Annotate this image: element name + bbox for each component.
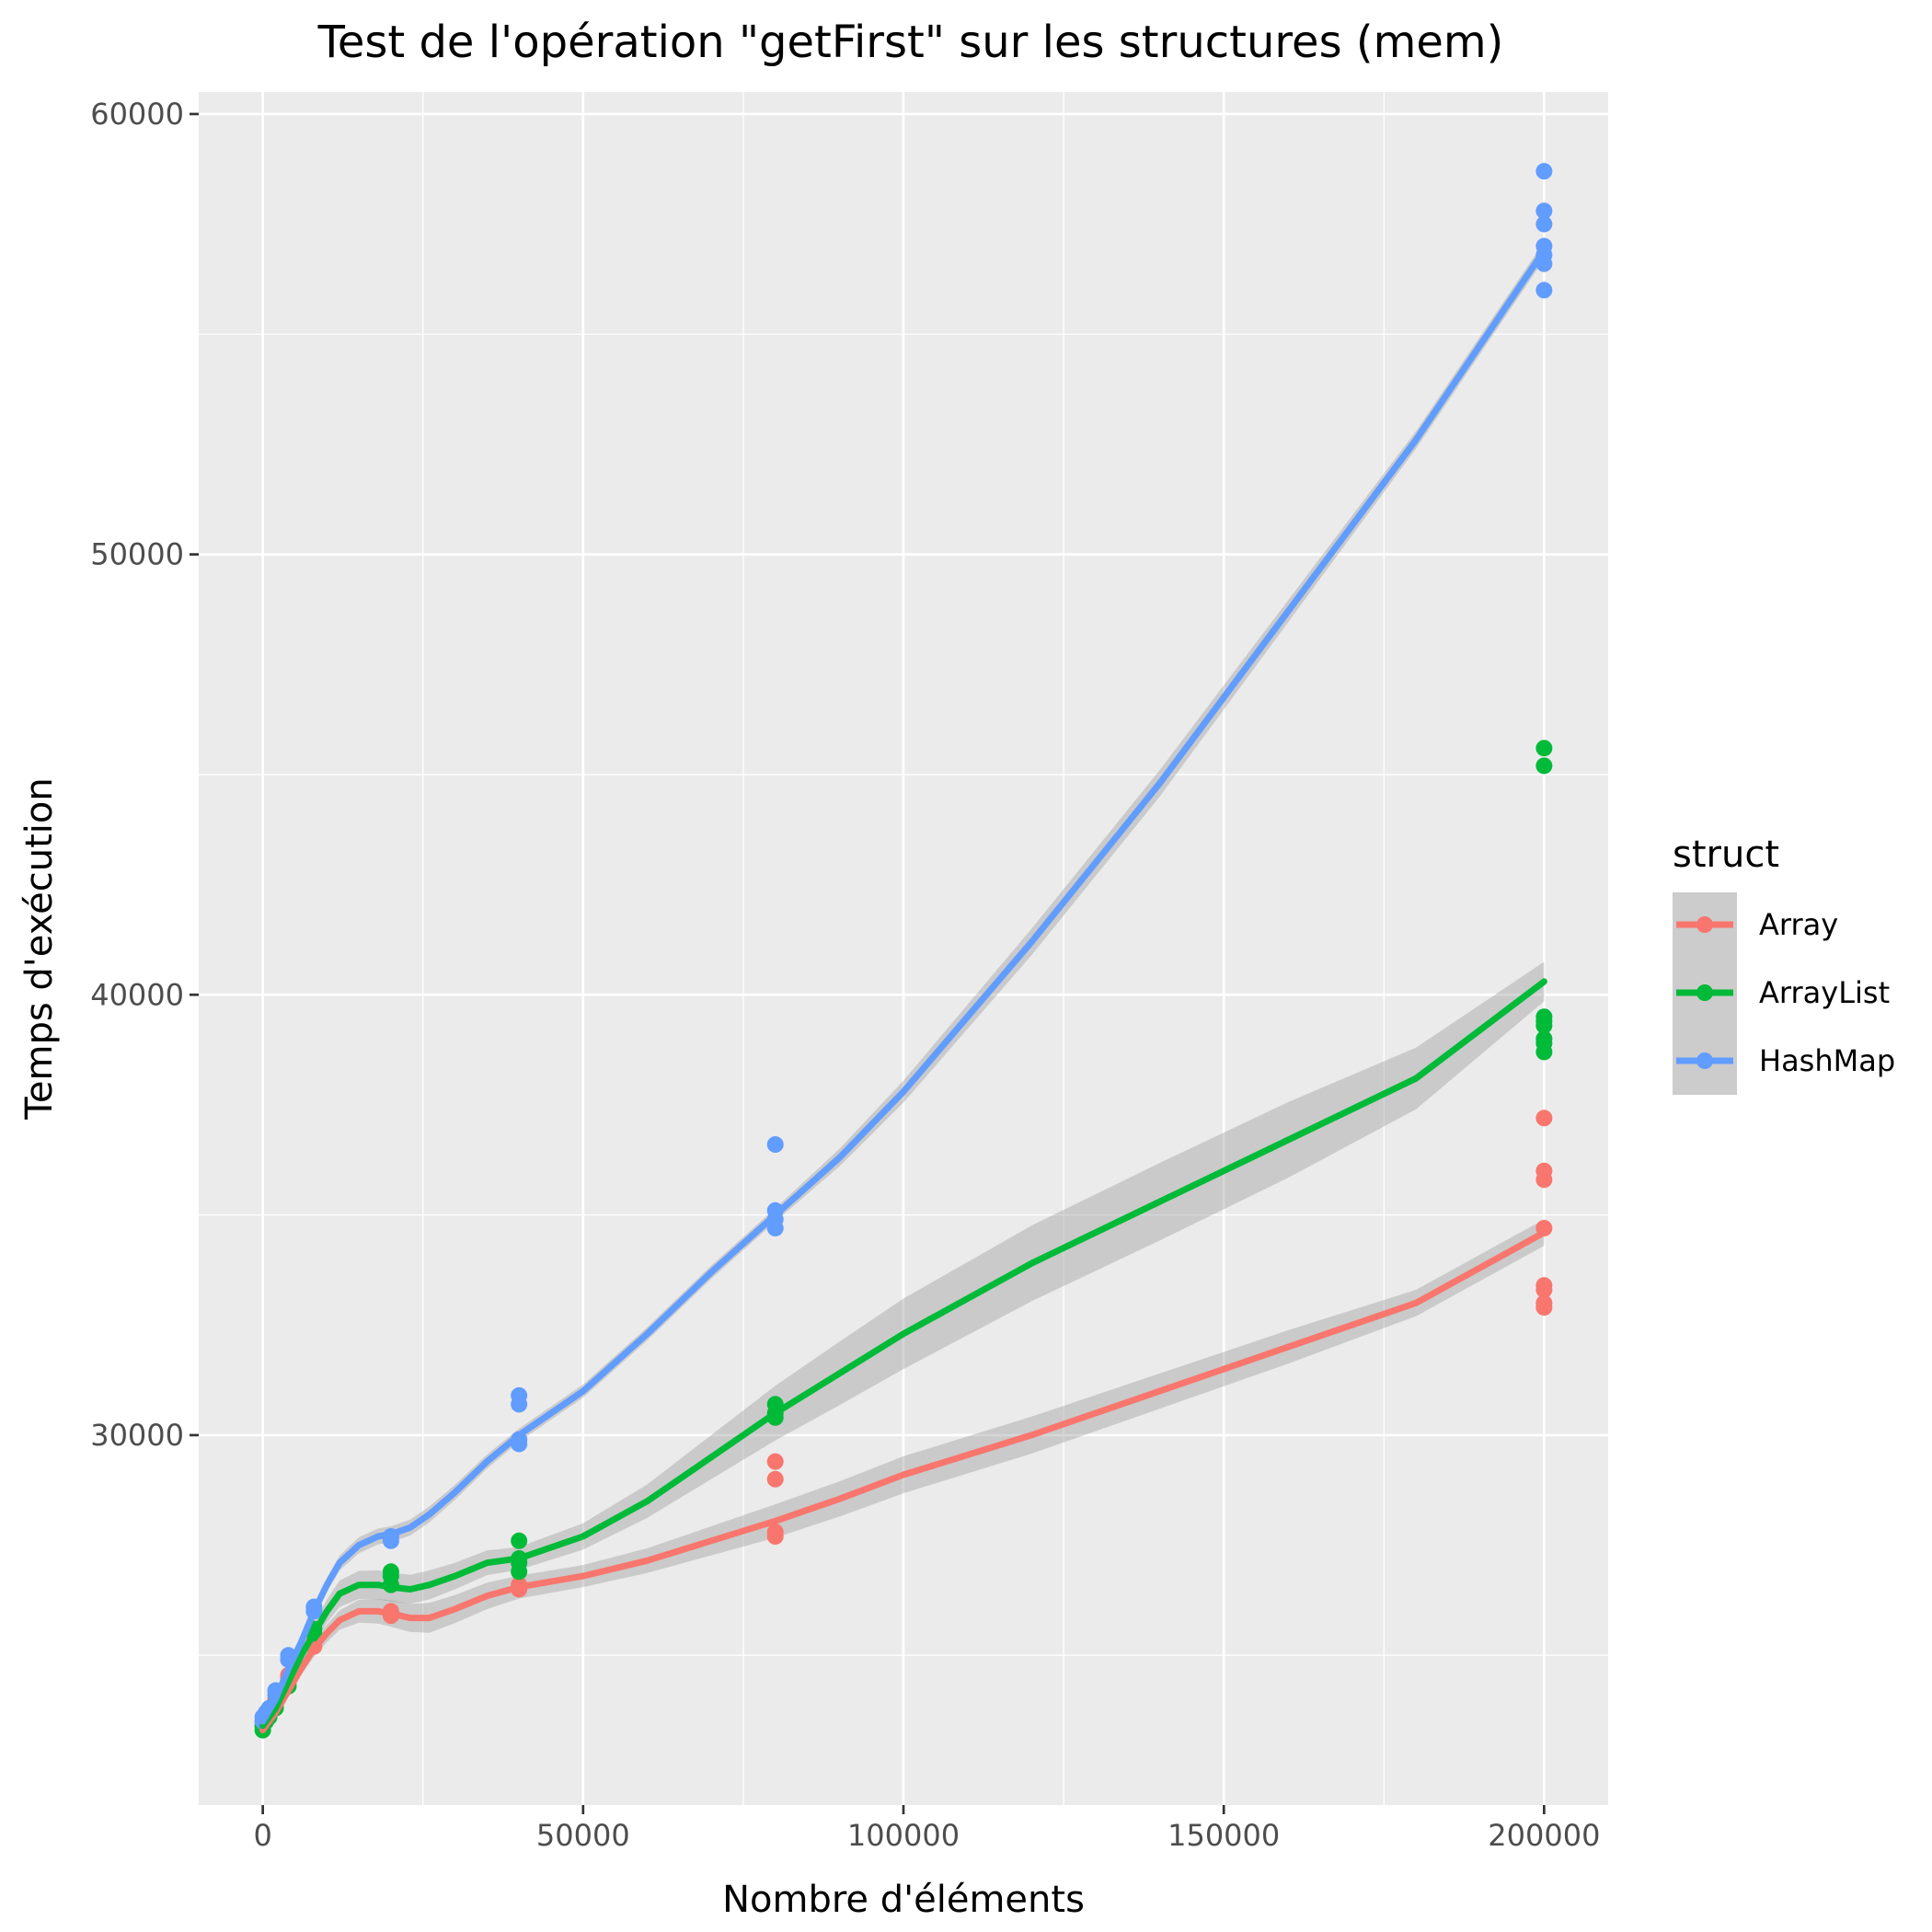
point-hashmap <box>511 1386 528 1404</box>
x-tick-label: 150000 <box>1167 1818 1280 1853</box>
legend: struct Array ArrayList HashMap <box>1673 834 1895 1095</box>
y-axis-title: Temps d'exécution <box>18 777 61 1120</box>
legend-point-array <box>1696 916 1713 933</box>
x-tick-label: 200000 <box>1488 1818 1600 1853</box>
x-axis-title: Nombre d'éléments <box>722 1879 1085 1921</box>
point-hashmap <box>1535 282 1553 299</box>
legend-label-array: Array <box>1759 907 1838 942</box>
smooth-lines <box>259 247 1547 1734</box>
line-hashmap <box>259 247 1547 1725</box>
x-tick-label: 100000 <box>847 1818 960 1853</box>
point-array <box>766 1453 784 1470</box>
legend-point-arraylist <box>1696 984 1713 1001</box>
point-array <box>1535 1294 1553 1312</box>
legend-title: struct <box>1673 834 1779 876</box>
point-hashmap <box>1535 237 1553 255</box>
y-tick-label: 60000 <box>90 97 184 132</box>
point-hashmap <box>766 1136 784 1154</box>
point-array <box>766 1524 784 1541</box>
x-axis: 0 50000 100000 150000 200000 <box>253 1805 1600 1853</box>
point-array <box>1535 1110 1553 1127</box>
point-hashmap <box>1535 202 1553 220</box>
y-tick-label: 50000 <box>90 537 184 572</box>
point-arraylist <box>1535 740 1553 757</box>
point-array <box>1535 1277 1553 1294</box>
point-arraylist <box>1535 1030 1553 1048</box>
line-array <box>259 1229 1547 1734</box>
chart-title: Test de l'opération "getFirst" sur les s… <box>317 17 1504 68</box>
point-array <box>1535 1162 1553 1179</box>
x-tick-label: 0 <box>253 1818 271 1853</box>
point-arraylist <box>1535 757 1553 775</box>
x-tick-label: 50000 <box>536 1818 630 1853</box>
y-tick-label: 40000 <box>90 977 184 1012</box>
point-arraylist <box>1535 1008 1553 1026</box>
point-arraylist <box>382 1563 399 1581</box>
y-tick-label: 30000 <box>90 1418 184 1453</box>
point-arraylist <box>511 1532 528 1549</box>
legend-label-hashmap: HashMap <box>1759 1043 1895 1078</box>
point-hashmap <box>1535 163 1553 180</box>
legend-point-hashmap <box>1696 1052 1713 1069</box>
y-axis: 30000 40000 50000 60000 <box>90 97 199 1453</box>
major-grid <box>199 92 1608 1805</box>
legend-label-arraylist: ArrayList <box>1759 975 1890 1010</box>
line-arraylist <box>259 978 1547 1730</box>
point-array <box>766 1470 784 1488</box>
point-hashmap <box>1535 215 1553 233</box>
